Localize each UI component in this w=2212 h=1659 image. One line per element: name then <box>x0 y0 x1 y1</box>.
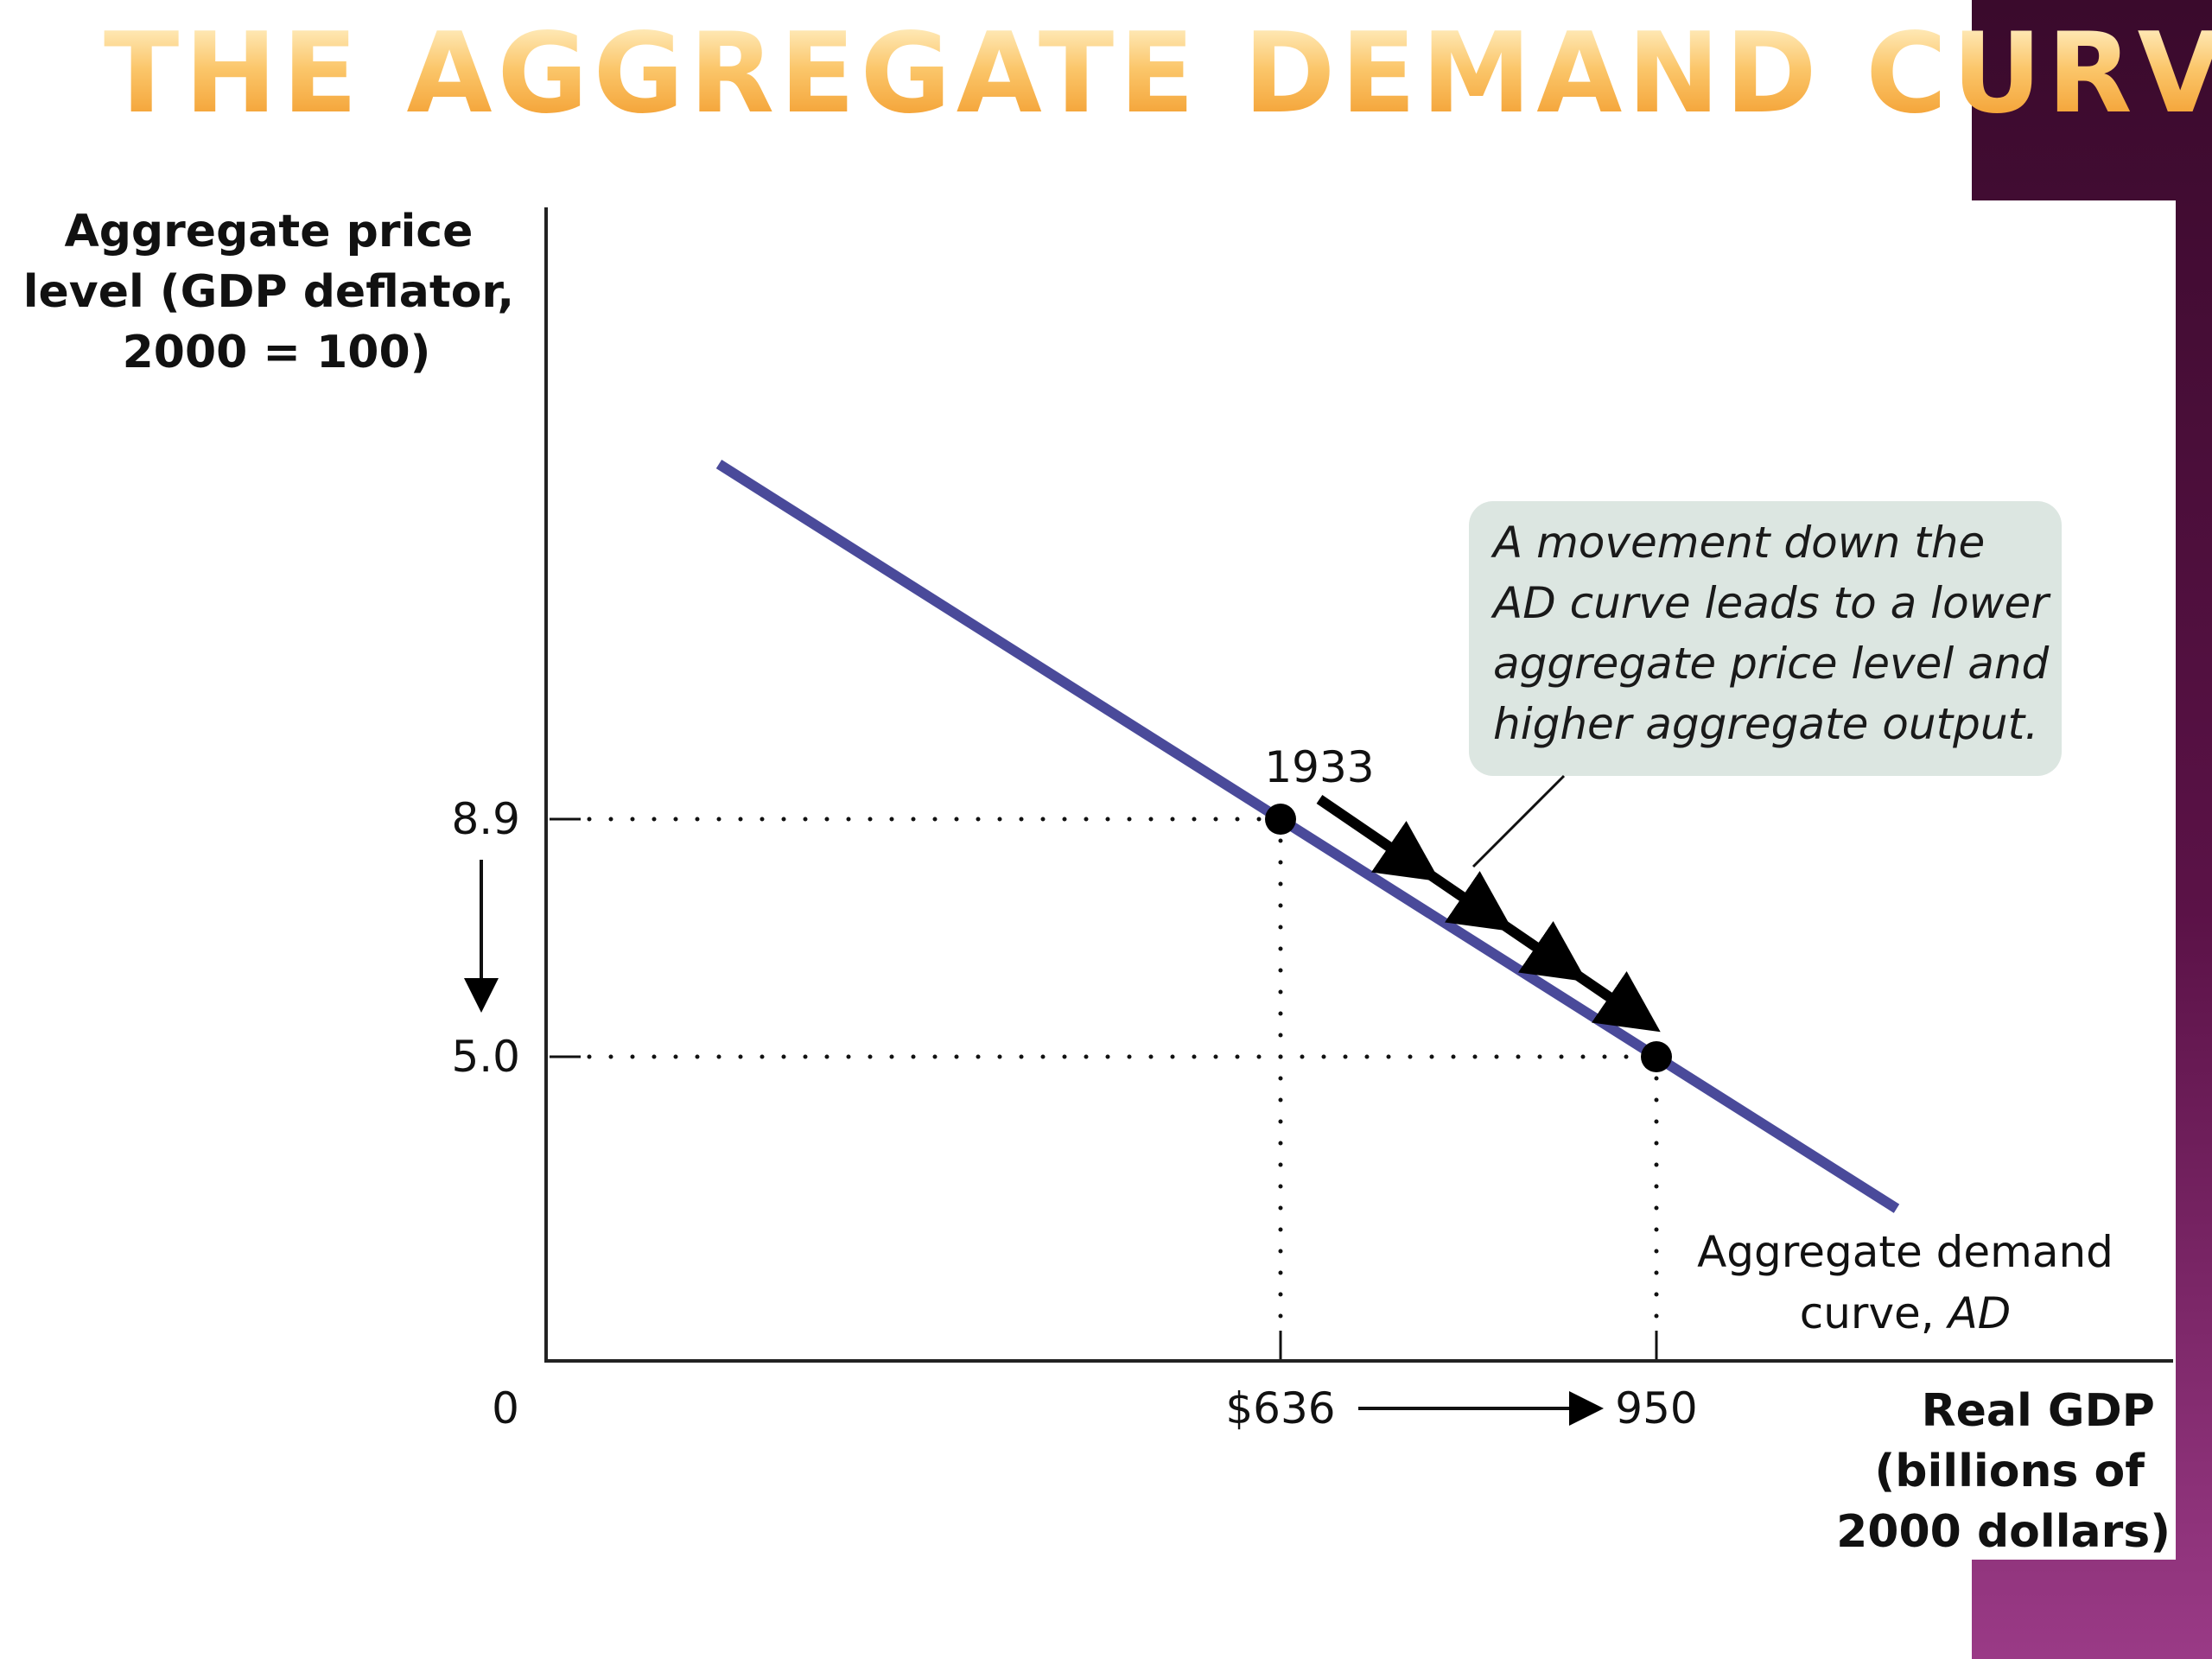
curve-label-line-1: Aggregate demand <box>1697 1227 2113 1277</box>
y-axis-title-line-2: level (GDP deflator, <box>23 266 514 318</box>
annotation-callout: A movement down the AD curve leads to a … <box>1469 501 2063 868</box>
callout-leader-line <box>1471 774 1566 868</box>
curve-label-plain: curve, <box>1800 1288 1948 1338</box>
origin-label: 0 <box>492 1383 519 1433</box>
curve-label: Aggregate demand <box>1697 1227 2113 1277</box>
x-axis-title: Real GDP (billions of 2000 dollars) <box>1836 1385 2171 1558</box>
annotation-line-3: aggregate price level and <box>1493 639 2050 689</box>
y-tick-label-8-9: 8.9 <box>451 794 520 844</box>
slide-title: THE AGGREGATE DEMAND CURVE <box>104 19 2212 130</box>
x-axis-title-line-2: (billions of <box>1874 1446 2145 1497</box>
data-point-950 <box>1641 1041 1672 1072</box>
x-axis-title-line-3: 2000 dollars) <box>1836 1506 2171 1558</box>
aggregate-demand-curve <box>715 460 1900 1213</box>
y-axis-title-line-1: Aggregate price <box>64 206 473 257</box>
y-axis-title-line-3: 2000 = 100) <box>123 327 431 378</box>
x-tick-label-636: $636 <box>1225 1383 1335 1433</box>
annotation-text: A movement down the AD curve leads to a … <box>1491 518 2063 749</box>
point-label-1933: 1933 <box>1264 742 1374 792</box>
annotation-line-1: A movement down the <box>1491 518 1985 568</box>
y-tick-label-5-0: 5.0 <box>451 1032 520 1082</box>
x-tick-label-950: 950 <box>1615 1383 1697 1433</box>
curve-label-line-2: curve, AD <box>1800 1288 2012 1338</box>
data-point-1933 <box>1265 804 1296 835</box>
movement-arrow <box>1316 795 1661 1033</box>
annotation-line-4: higher aggregate output. <box>1493 699 2038 749</box>
x-axis-title-line-1: Real GDP <box>1922 1385 2155 1437</box>
y-axis-title: Aggregate price level (GDP deflator, 200… <box>23 206 531 378</box>
annotation-line-2: AD curve leads to a lower <box>1491 578 2051 628</box>
curve-label-italic: AD <box>1946 1288 2012 1338</box>
figure-panel <box>0 200 2176 1560</box>
